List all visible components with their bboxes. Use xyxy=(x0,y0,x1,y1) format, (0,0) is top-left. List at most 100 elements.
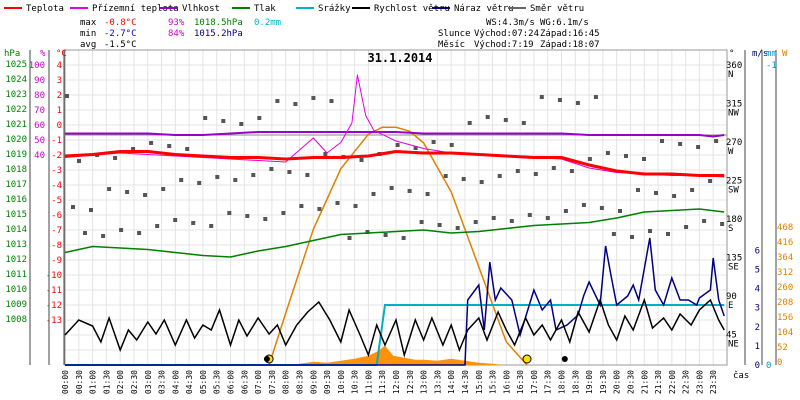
wind-direction-point xyxy=(347,236,352,240)
tick-time: 11:30 xyxy=(378,370,387,394)
wind-direction-point xyxy=(287,170,292,174)
tick-hpa: 1016 xyxy=(5,195,27,205)
tick-ms: 0 xyxy=(755,361,760,371)
wind-direction-point xyxy=(539,95,544,99)
tick-temp: -6 xyxy=(51,211,62,221)
wind-direction-point xyxy=(714,139,719,143)
tick-temp: -8 xyxy=(51,241,62,251)
tick-hpa: 1018 xyxy=(5,165,27,175)
legend-label: Teplota xyxy=(26,4,64,14)
wind-direction-point xyxy=(305,173,310,177)
tick-hpa: 1024 xyxy=(5,75,27,85)
tick-hpa: 1023 xyxy=(5,90,27,100)
tick-time: 01:30 xyxy=(102,370,111,394)
tick-time: 20:30 xyxy=(627,370,636,394)
tick-time: 04:00 xyxy=(171,370,180,394)
legend-label: Přízemní teplota xyxy=(92,4,179,14)
tick-hpa: 1020 xyxy=(5,135,27,145)
wind-direction-point xyxy=(359,158,364,162)
grid xyxy=(64,49,728,366)
wind-direction-point xyxy=(275,99,280,103)
axis-label-mm: mm xyxy=(766,49,777,59)
wind-direction-point xyxy=(335,201,340,205)
series-wind-gust-line xyxy=(65,237,725,366)
tick-time: 17:00 xyxy=(530,370,539,394)
wind-direction-point xyxy=(666,232,670,236)
tick-time: 03:30 xyxy=(158,370,167,394)
legend: Teplota Přízemní teplota Vlhkost Tlak Srážky… xyxy=(4,4,584,14)
legend-label: Tlak xyxy=(254,4,276,14)
tick-time: 18:30 xyxy=(571,370,580,394)
wind-direction-point xyxy=(702,219,707,223)
tick-ms: 4 xyxy=(755,285,760,295)
tick-hpa: 1011 xyxy=(5,270,27,280)
wind-direction-point xyxy=(587,157,592,161)
moonrise-icon xyxy=(263,356,270,362)
legend-label: Vlhkost xyxy=(182,4,220,14)
wind-direction-point xyxy=(299,204,304,208)
tick-time: 02:30 xyxy=(130,370,139,394)
wind-direction-point xyxy=(131,147,136,151)
tick-time: 22:30 xyxy=(682,370,691,394)
wind-direction-point xyxy=(509,219,514,223)
tick-time: 07:00 xyxy=(254,370,263,394)
tick-time: 02:00 xyxy=(116,370,125,394)
moonset-icon xyxy=(561,356,568,362)
tick-direction-name: W xyxy=(728,147,734,157)
stat-min-label: min xyxy=(80,29,96,39)
stat-avg-temp: -1.5°C xyxy=(104,40,137,50)
tick-temp: -3 xyxy=(51,166,62,176)
wind-direction-point xyxy=(684,225,689,229)
tick-w: 312 xyxy=(777,268,793,278)
tick-time: 03:00 xyxy=(144,370,153,394)
axis-label-hpa: hPa xyxy=(4,49,20,59)
wind-direction-point xyxy=(203,116,208,120)
legend-label: Směr větru xyxy=(530,4,584,14)
wind-direction-point xyxy=(107,187,112,191)
wind-direction-point xyxy=(660,139,664,143)
wind-direction-point xyxy=(383,233,388,237)
wind-direction-point xyxy=(173,218,178,222)
wind-direction-point xyxy=(581,203,586,207)
tick-temp: 0 xyxy=(57,121,62,131)
tick-time: 21:00 xyxy=(640,370,649,394)
tick-time: 16:30 xyxy=(516,370,525,394)
stat-moonset: Západ:18:07 xyxy=(540,40,600,50)
tick-ms: 5 xyxy=(755,266,760,276)
tick-temp: -9 xyxy=(51,256,62,266)
series-wind-speed-line xyxy=(64,297,725,358)
tick-time: 20:00 xyxy=(613,370,622,394)
wind-direction-point xyxy=(575,101,580,105)
tick-time: 01:00 xyxy=(89,370,98,394)
tick-temp: 1 xyxy=(57,106,62,116)
wind-direction-point xyxy=(119,228,124,232)
tick-w: 104 xyxy=(777,328,793,338)
wind-direction-point xyxy=(389,186,394,190)
legend-label: Náraz větru xyxy=(454,4,514,14)
tick-temp: 3 xyxy=(57,76,62,86)
stat-wind-gust: WG:6.1m/s xyxy=(540,18,589,28)
stat-avg-label: avg xyxy=(80,40,96,50)
wind-direction-point xyxy=(353,204,358,208)
tick-temp: -4 xyxy=(51,181,62,191)
tick-direction-name: E xyxy=(728,301,733,311)
wind-direction-point xyxy=(449,143,454,147)
wind-direction-point xyxy=(551,166,556,170)
tick-time: 08:30 xyxy=(296,370,305,394)
tick-w: 0 xyxy=(777,358,782,368)
axis-label-temp: °C xyxy=(56,49,67,59)
wind-direction-point xyxy=(593,95,598,99)
axis-label-w: W xyxy=(782,49,788,59)
wind-direction-point xyxy=(167,144,172,148)
wind-direction-point xyxy=(83,231,87,235)
tick-humidity: 100 xyxy=(29,61,45,71)
stat-wind-speed: WS:4.3m/s xyxy=(486,18,535,28)
tick-hpa: 1017 xyxy=(5,180,27,190)
wind-direction-point xyxy=(624,154,628,158)
tick-temp: -1 xyxy=(51,136,62,146)
tick-direction-deg: 270 xyxy=(726,138,742,148)
tick-time: 05:30 xyxy=(213,370,222,394)
tick-w: 156 xyxy=(777,313,793,323)
tick-direction-name: N xyxy=(728,70,733,80)
